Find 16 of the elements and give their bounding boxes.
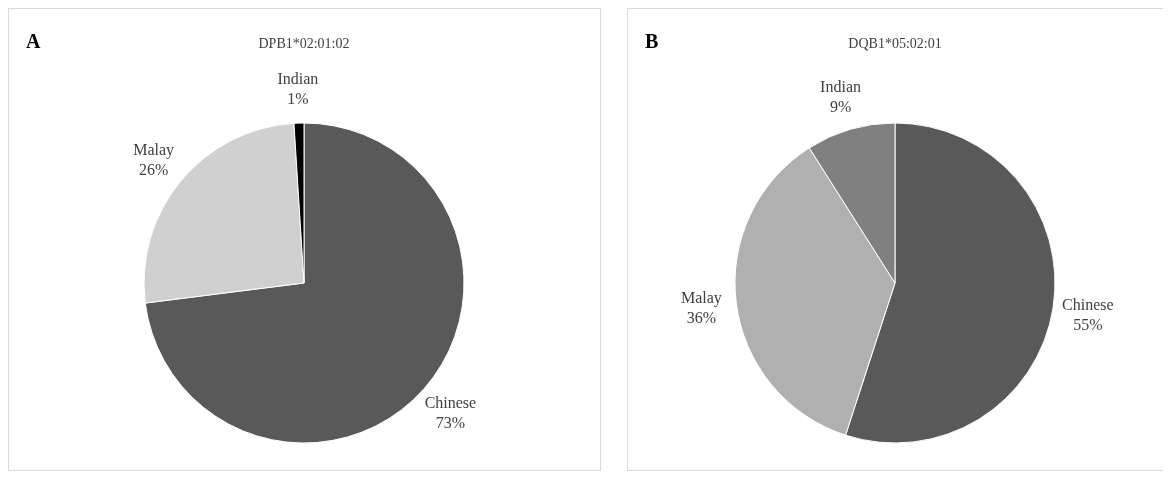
- slice-label: Malay: [133, 140, 175, 159]
- text: B: [645, 30, 659, 52]
- text: A: [26, 30, 41, 52]
- data-label: 26%: [138, 160, 169, 178]
- data-label: 36%: [686, 309, 716, 327]
- chart-title: DPB1*02:01:02: [258, 36, 350, 51]
- slice-label: Indian: [820, 77, 861, 95]
- slice-label: Chinese: [424, 394, 477, 412]
- slice-label: Indian: [277, 69, 319, 87]
- data-label: 1%: [287, 89, 309, 107]
- data-label: 73%: [435, 414, 466, 432]
- slice-label: Malay: [680, 289, 722, 308]
- chart-title: DQB1*05:02:01: [848, 36, 942, 51]
- data-label: 9%: [829, 97, 852, 115]
- slice-label: Chinese: [1062, 295, 1114, 313]
- data-label: 55%: [1073, 315, 1103, 333]
